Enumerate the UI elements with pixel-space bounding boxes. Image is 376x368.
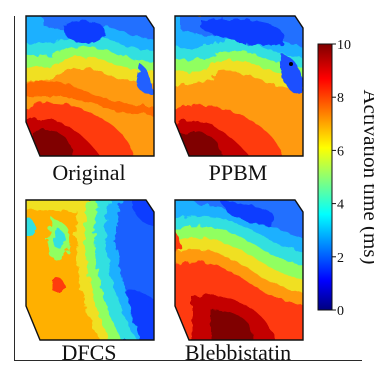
colorbar-tick-label: 4 [337, 198, 344, 213]
colorbar-tick-label: 0 [337, 304, 344, 319]
frame-bottom-line [14, 360, 362, 361]
frame-left-line [14, 16, 15, 361]
colorbar-gradient [317, 43, 333, 311]
colorbar-ticks: 0 2 4 6 8 10 [332, 38, 351, 319]
activation-map-dfcs [25, 199, 155, 341]
colorbar-tick-label: 2 [337, 251, 344, 266]
activation-map-ppbm [174, 15, 304, 157]
panel-label-dfcs: DFCS [61, 340, 117, 365]
activation-map-blebbistatin [174, 199, 304, 341]
colorbar-tick-label: 10 [337, 38, 351, 53]
panel-label-original: Original [52, 160, 126, 185]
panel-label-ppbm: PPBM [208, 160, 268, 185]
colorbar: 0 2 4 6 8 10 Activation time (ms) [317, 38, 374, 319]
panel-label-blebbistatin: Blebbistatin [184, 340, 292, 365]
colorbar-tick-label: 8 [337, 91, 344, 106]
colorbar-title: Activation time (ms) [359, 90, 374, 265]
colorbar-tick-label: 6 [337, 144, 344, 159]
activation-map-original [25, 15, 155, 157]
